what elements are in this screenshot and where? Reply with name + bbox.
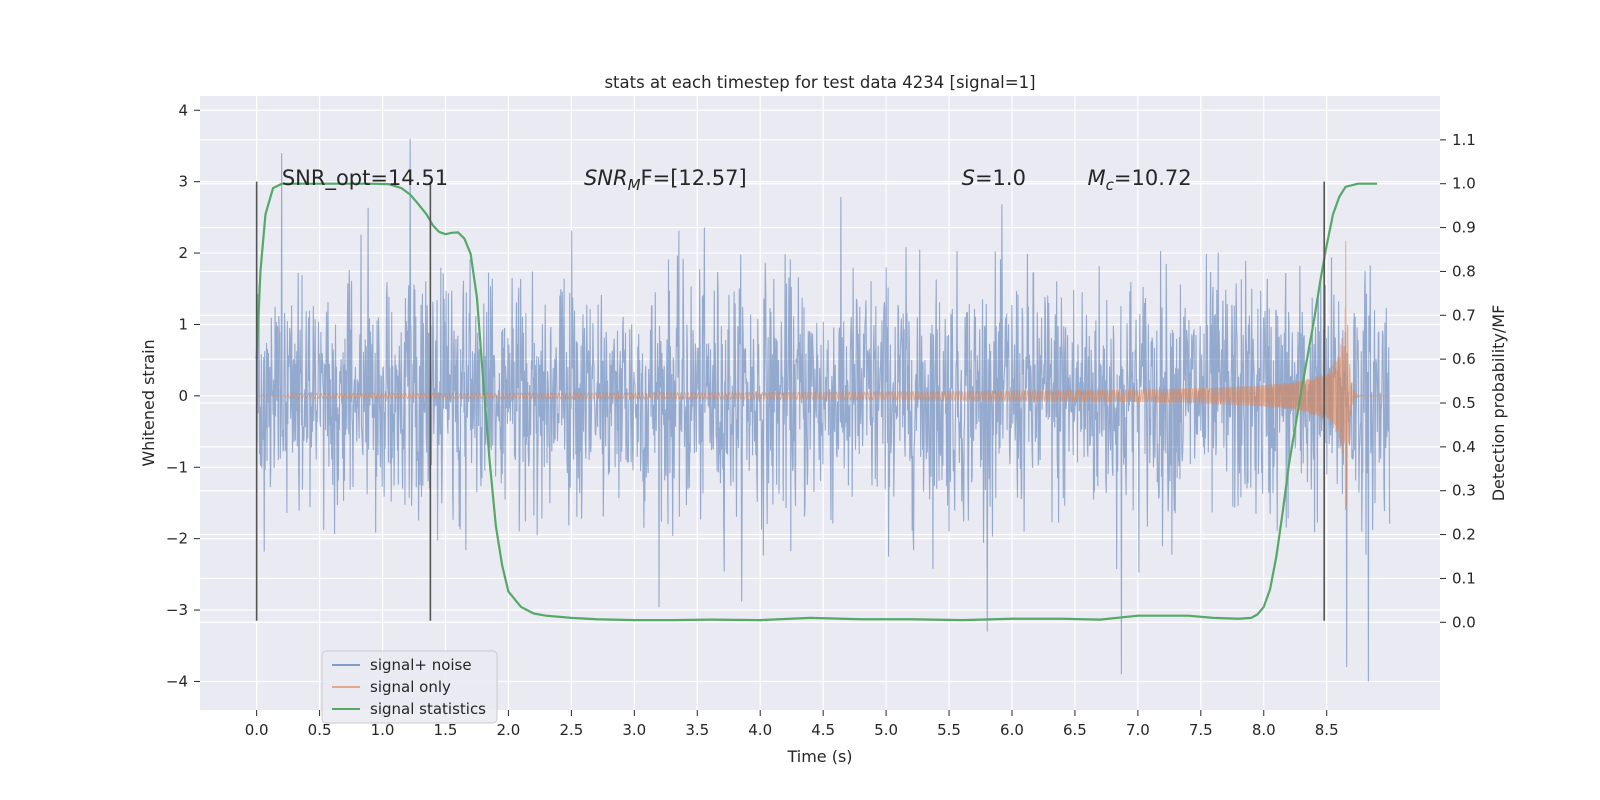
x-tick-label: 0.5: [308, 721, 332, 739]
x-tick-label: 5.0: [874, 721, 898, 739]
x-axis-title: Time (s): [786, 747, 852, 766]
y-axis-right-title: Detection probability/MF: [1489, 305, 1508, 502]
x-tick-label: 4.5: [811, 721, 835, 739]
series-signal-only: [256, 240, 1390, 510]
annotation-prefix: SNR_opt=14.51: [282, 166, 448, 191]
y-axis-title: Whitened strain: [139, 339, 158, 466]
y-tick-label: 2: [178, 244, 188, 262]
y-right-tick-label: 0.4: [1452, 438, 1476, 456]
x-tick-label: 1.0: [371, 721, 395, 739]
y-tick-label: −1: [166, 458, 188, 476]
annotation-prefix: S: [962, 166, 975, 190]
x-tick-label: 8.0: [1252, 721, 1276, 739]
legend: signal+ noise signal only signal statistic…: [321, 650, 498, 724]
y-right-tick-label: 0.3: [1452, 482, 1476, 500]
y-tick-label: 1: [178, 315, 188, 333]
y-right-tick-label: 0.8: [1452, 262, 1476, 280]
y-tick-label: −3: [166, 601, 188, 619]
y-right-tick-label: 1.0: [1452, 175, 1476, 193]
x-tick-label: 2.5: [559, 721, 583, 739]
x-tick-label: 7.5: [1189, 721, 1213, 739]
plot-contents: [255, 138, 1391, 682]
x-tick-label: 5.5: [937, 721, 961, 739]
axes: 0.0 0.5 1.0 1.5 2.0 2.5 3.0 3.5 4.0 4.5 5.0 5.5 6.0 6…: [166, 101, 1476, 739]
annotation: Mc=10.72: [1088, 166, 1192, 194]
y-tick-label: −4: [166, 672, 188, 690]
y-right-tick-label: 0.9: [1452, 219, 1476, 237]
series-signal-statistics: [255, 182, 1378, 622]
y-tick-label: 0: [178, 387, 188, 405]
x-tick-label: 6.0: [1000, 721, 1024, 739]
annotation: S=1.0: [962, 166, 1026, 190]
x-tick-label: 2.0: [496, 721, 520, 739]
y-tick-label: 3: [178, 173, 188, 191]
x-tick-label: 8.5: [1315, 721, 1339, 739]
x-tick-label: 0.0: [245, 721, 269, 739]
annotation: SNRMF=[12.57]: [584, 166, 747, 194]
annotation-prefix: SNR: [584, 166, 628, 190]
annotation-suffix: =1.0: [975, 166, 1026, 190]
y-right-tick-label: 0.1: [1452, 569, 1476, 587]
x-tick-label: 6.5: [1063, 721, 1087, 739]
annotation-suffix: =10.72: [1114, 166, 1192, 190]
y-right-tick-label: 1.1: [1452, 131, 1476, 149]
annotation-subscript: c: [1106, 176, 1115, 194]
x-tick-label: 4.0: [748, 721, 772, 739]
legend-box: [321, 650, 498, 724]
y-right-tick-label: 0.7: [1452, 306, 1476, 324]
x-tick-label: 3.5: [685, 721, 709, 739]
y-right-tick-label: 0.6: [1452, 350, 1476, 368]
annotation-prefix: M: [1088, 166, 1106, 190]
y-right-tick-label: 0.5: [1452, 394, 1476, 412]
annotation-suffix: F=[12.57]: [641, 166, 747, 190]
y-tick-label: 4: [178, 101, 188, 119]
y-right-tick-label: 0.0: [1452, 613, 1476, 631]
x-tick-label: 7.0: [1126, 721, 1150, 739]
x-tick-label: 1.5: [434, 721, 458, 739]
chart-title: stats at each timestep for test data 423…: [604, 73, 1035, 92]
annotation: SNR_opt=14.51: [282, 166, 448, 191]
legend-label: signal statistics: [370, 700, 486, 718]
annotations: SNR_opt=14.51 SNRMF=[12.57] S=1.0 Mc=10.72: [282, 166, 1192, 194]
legend-label: signal+ noise: [370, 656, 472, 674]
y-right-tick-label: 0.2: [1452, 526, 1476, 544]
annotation-subscript: M: [628, 176, 641, 194]
x-tick-label: 3.0: [622, 721, 646, 739]
y-tick-label: −2: [166, 530, 188, 548]
legend-label: signal only: [370, 678, 451, 696]
